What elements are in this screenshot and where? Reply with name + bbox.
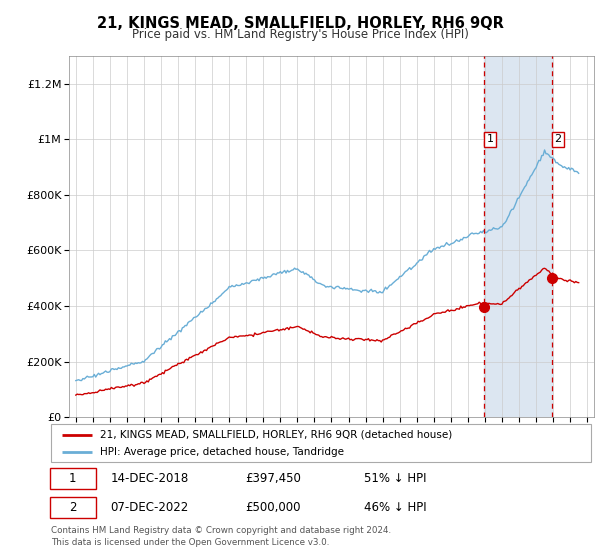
- Text: 1: 1: [69, 472, 77, 485]
- Text: HPI: Average price, detached house, Tandridge: HPI: Average price, detached house, Tand…: [100, 447, 344, 458]
- Text: 1: 1: [487, 134, 494, 144]
- Text: Price paid vs. HM Land Registry's House Price Index (HPI): Price paid vs. HM Land Registry's House …: [131, 28, 469, 41]
- FancyBboxPatch shape: [50, 468, 96, 489]
- Text: £500,000: £500,000: [245, 501, 301, 514]
- Text: 14-DEC-2018: 14-DEC-2018: [110, 472, 188, 485]
- Text: 2: 2: [69, 501, 77, 514]
- Text: Contains HM Land Registry data © Crown copyright and database right 2024.
This d: Contains HM Land Registry data © Crown c…: [51, 526, 391, 547]
- Text: 2: 2: [554, 134, 562, 144]
- FancyBboxPatch shape: [50, 497, 96, 519]
- Text: 51% ↓ HPI: 51% ↓ HPI: [364, 472, 427, 485]
- Text: 07-DEC-2022: 07-DEC-2022: [110, 501, 188, 514]
- Bar: [484, 56, 552, 417]
- Text: 21, KINGS MEAD, SMALLFIELD, HORLEY, RH6 9QR (detached house): 21, KINGS MEAD, SMALLFIELD, HORLEY, RH6 …: [100, 430, 452, 440]
- Text: 46% ↓ HPI: 46% ↓ HPI: [364, 501, 427, 514]
- Text: £397,450: £397,450: [245, 472, 301, 485]
- Text: 21, KINGS MEAD, SMALLFIELD, HORLEY, RH6 9QR: 21, KINGS MEAD, SMALLFIELD, HORLEY, RH6 …: [97, 16, 503, 31]
